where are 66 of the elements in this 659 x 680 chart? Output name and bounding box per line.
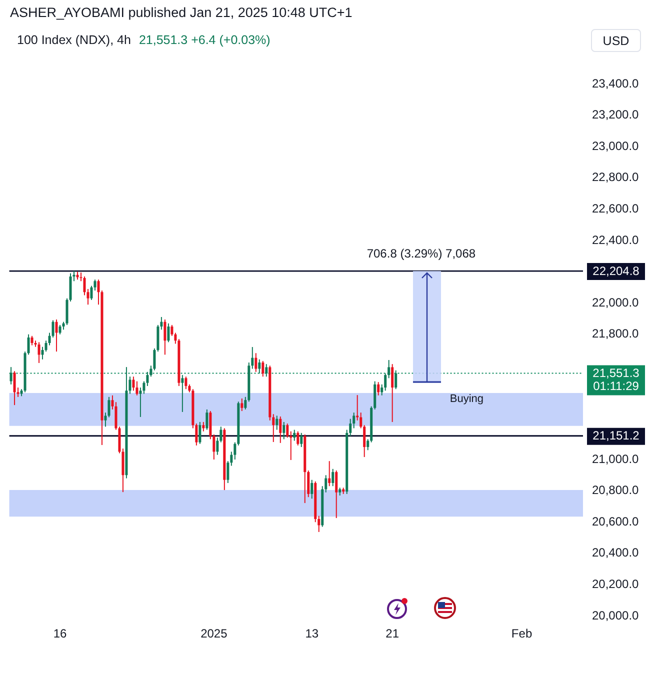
candlestick xyxy=(276,415,278,430)
x-tick-label: 16 xyxy=(53,626,67,641)
candlestick xyxy=(55,318,58,352)
candlestick xyxy=(279,416,282,444)
y-tick-label: 20,600.0 xyxy=(592,514,640,528)
candlestick xyxy=(300,432,303,448)
candlestick xyxy=(10,366,12,385)
y-tick-label: 22,000.0 xyxy=(592,295,640,310)
y-tick-label: 20,800.0 xyxy=(592,483,640,498)
x-tick-label: 2025 xyxy=(200,626,228,641)
candlestick xyxy=(206,408,208,430)
y-tick-label: 21,000.0 xyxy=(592,452,640,466)
y-tick-label: 20,200.0 xyxy=(592,577,640,592)
candlestick xyxy=(132,376,135,392)
candlestick xyxy=(293,429,296,442)
candlestick xyxy=(296,430,300,446)
candlestick xyxy=(184,376,188,390)
candlestick xyxy=(181,374,184,412)
chart-title: 100 Index (NDX), 4h xyxy=(17,33,131,47)
candlestick xyxy=(139,387,142,418)
candlestick xyxy=(258,358,261,374)
candlestick xyxy=(377,382,380,396)
text: ASHER_AYOBAMI published Jan 21, 2025 10:48 UTC+1 xyxy=(10,5,352,20)
chart-subtitle: 21,551.3 +6.4 (+0.03%) xyxy=(138,33,270,47)
x-tick-label: Feb xyxy=(511,626,532,641)
band-label: Buying xyxy=(450,393,484,406)
candlestick xyxy=(164,318,166,356)
y-tick-label: 23,200.0 xyxy=(592,108,640,122)
candlestick xyxy=(240,398,244,412)
annotation: 706.8 (3.29%) 7,068 xyxy=(366,246,476,260)
candlestick xyxy=(83,276,86,296)
candlestick xyxy=(38,342,40,364)
candlestick xyxy=(13,370,16,406)
y-tick-label: 22,800.0 xyxy=(592,170,640,184)
ref-line-label: 22,204.8 xyxy=(592,264,640,278)
ref-line-label: 21,551.3 01:11:29 xyxy=(592,366,640,394)
y-tick-label: 22,400.0 xyxy=(592,232,640,247)
candlestick xyxy=(332,468,334,487)
candlestick xyxy=(30,335,34,346)
candlestick xyxy=(335,470,338,519)
candlestick xyxy=(265,364,268,378)
candlestick xyxy=(282,421,286,440)
y-tick-label: 23,000.0 xyxy=(592,138,640,153)
ref-line-label: 21,151.2 xyxy=(592,428,640,443)
candlestick xyxy=(262,360,264,378)
candlestick xyxy=(254,352,258,372)
candlestick xyxy=(170,324,174,336)
candlestick xyxy=(286,423,289,438)
y-tick-label: 20,400.0 xyxy=(592,546,640,560)
y-tick-label: 20,000.0 xyxy=(592,608,640,622)
y-axis-title: USD xyxy=(591,29,641,52)
candlestick xyxy=(136,380,138,396)
candlestick xyxy=(167,322,170,343)
candlestick xyxy=(58,324,62,335)
candlestick xyxy=(198,421,202,444)
candlestick xyxy=(391,364,394,422)
candlestick xyxy=(394,370,398,390)
y-tick-label: 23,400.0 xyxy=(592,76,640,90)
candlestick xyxy=(90,285,93,300)
x-tick-label: 21 xyxy=(386,626,400,641)
candlestick xyxy=(328,460,331,487)
candlestick xyxy=(202,421,205,432)
y-tick-label: 22,600.0 xyxy=(592,201,640,216)
candlestick xyxy=(310,479,314,500)
y-tick-label: 21,800.0 xyxy=(592,326,640,341)
x-tick-label: 13 xyxy=(305,626,319,641)
